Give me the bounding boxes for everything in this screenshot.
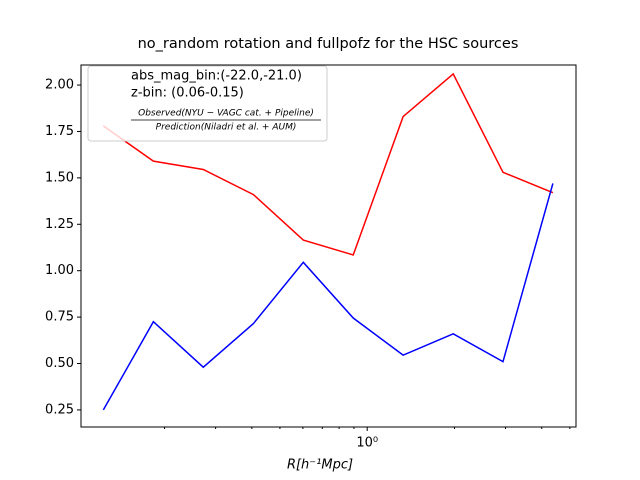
y-tick-label: 0.25 (45, 402, 74, 417)
chart-title: no_random rotation and fullpofz for the … (138, 36, 519, 52)
plot-frame (80, 64, 577, 428)
legend-entry: abs_mag_bin:(-22.0,-21.0) (131, 69, 302, 84)
y-tick-label: 2.00 (45, 78, 74, 93)
x-tick-label: 10⁰ (356, 436, 378, 451)
y-tick-label: 0.50 (45, 356, 74, 371)
y-tick-label: 1.50 (45, 170, 74, 185)
legend-denominator: Prediction(Niladri et al. + AUM) (156, 123, 297, 133)
y-tick-label: 1.25 (45, 217, 74, 232)
y-tick-label: 1.00 (45, 263, 74, 278)
line-series (102, 72, 554, 256)
legend-numerator: Observed(NYU − VAGC cat. + Pipeline) (138, 109, 314, 119)
legend-box (87, 65, 328, 142)
legend-entry: z-bin: (0.06-0.15) (131, 86, 244, 101)
x-axis-label: R[h⁻¹Mpc] (287, 458, 353, 473)
y-tick-label: 0.75 (45, 310, 74, 325)
y-tick-label: 1.75 (45, 124, 74, 139)
line-series (102, 183, 554, 411)
